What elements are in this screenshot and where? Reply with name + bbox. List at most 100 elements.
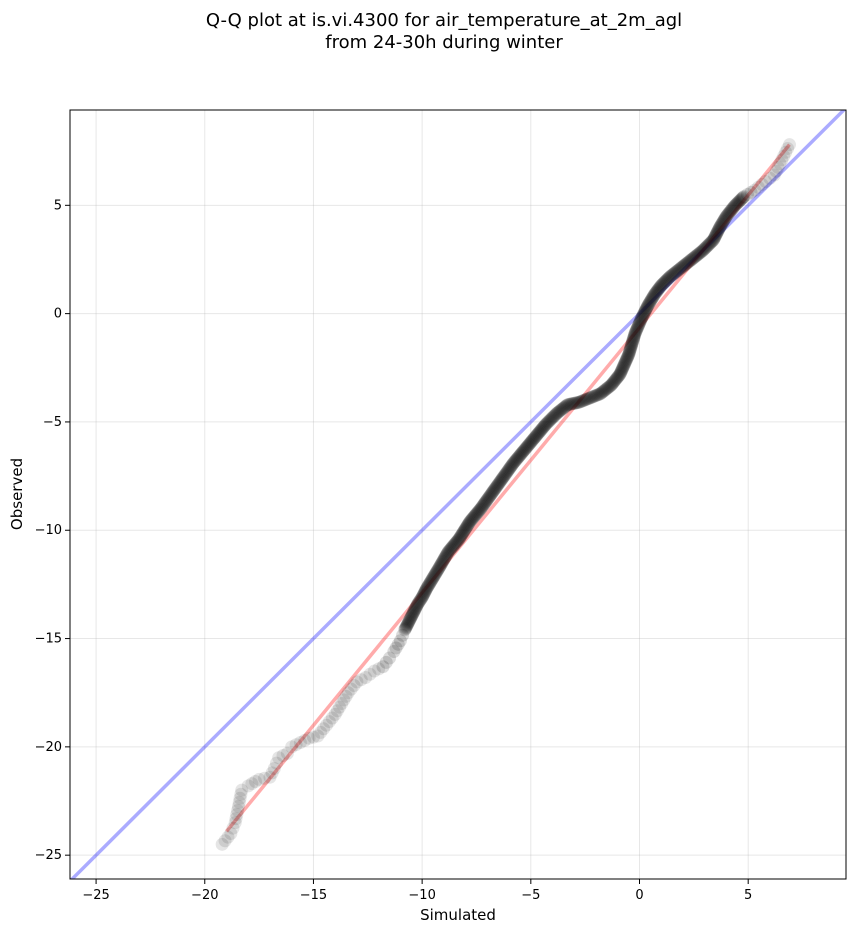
data-point: [710, 225, 724, 239]
data-point: [550, 406, 564, 420]
data-point: [572, 395, 586, 409]
data-point: [777, 149, 791, 163]
data-point: [714, 218, 728, 232]
data-point: [441, 546, 455, 560]
data-point: [683, 254, 697, 268]
data-point: [603, 379, 617, 393]
data-point: [422, 577, 436, 591]
data-point: [727, 200, 741, 214]
data-point: [434, 557, 448, 571]
data-point: [510, 452, 524, 466]
data-point: [624, 339, 638, 353]
data-point: [608, 373, 622, 387]
data-point: [555, 402, 569, 416]
y-tick-label: −25: [35, 848, 62, 863]
data-point: [248, 775, 262, 789]
data-point: [512, 450, 526, 464]
data-point: [723, 205, 737, 219]
data-point: [539, 417, 553, 431]
data-point: [488, 481, 502, 495]
data-point: [464, 514, 478, 528]
data-point: [669, 265, 683, 279]
data-point: [549, 407, 563, 421]
data-point: [706, 234, 720, 248]
data-point: [566, 397, 580, 411]
data-point: [407, 604, 421, 618]
data-point: [700, 239, 714, 253]
data-point: [626, 335, 640, 349]
data-point: [619, 354, 633, 368]
data-point: [389, 641, 403, 655]
data-point: [411, 597, 425, 611]
data-point: [344, 682, 358, 696]
y-tick-label: −10: [35, 523, 62, 538]
data-point: [476, 499, 490, 513]
data-point: [668, 266, 682, 280]
data-point: [399, 621, 413, 635]
chart-title-line-1: Q-Q plot at is.vi.4300 for air_temperatu…: [206, 10, 682, 31]
data-point: [623, 343, 637, 357]
data-point: [347, 678, 361, 692]
chart-title-line-2: from 24-30h during winter: [325, 32, 563, 53]
data-point: [654, 279, 668, 293]
data-point: [712, 222, 726, 236]
data-point: [415, 590, 429, 604]
data-point: [429, 565, 443, 579]
x-tick-label: 0: [635, 888, 643, 903]
data-point: [524, 436, 538, 450]
data-point: [515, 446, 529, 460]
data-point: [536, 421, 550, 435]
data-point: [486, 484, 500, 498]
data-point: [520, 439, 534, 453]
data-point: [325, 711, 339, 725]
data-point: [319, 718, 333, 732]
data-point: [513, 449, 527, 463]
data-point: [607, 374, 621, 388]
data-point: [689, 249, 703, 263]
data-point: [229, 812, 243, 826]
x-tick-label: −15: [300, 888, 327, 903]
data-point: [405, 609, 419, 623]
data-point: [609, 372, 623, 386]
data-point: [650, 284, 664, 298]
data-point: [735, 191, 749, 205]
data-point: [646, 290, 660, 304]
data-point: [354, 673, 368, 687]
data-point: [414, 593, 428, 607]
data-point: [396, 628, 410, 642]
data-point: [586, 390, 600, 404]
data-point: [419, 582, 433, 596]
data-point: [618, 357, 632, 371]
data-point: [468, 509, 482, 523]
data-point: [552, 405, 566, 419]
data-point: [447, 538, 461, 552]
data-point: [518, 442, 532, 456]
data-point: [506, 457, 520, 471]
data-point: [611, 370, 625, 384]
data-point: [648, 287, 662, 301]
data-point: [732, 195, 746, 209]
data-point: [558, 400, 572, 414]
data-point: [418, 585, 432, 599]
data-point: [471, 505, 485, 519]
plot-frame: [69, 109, 847, 880]
data-point: [475, 501, 489, 515]
data-point: [510, 451, 524, 465]
data-point: [616, 360, 630, 374]
data-point: [702, 237, 716, 251]
data-point: [446, 539, 460, 553]
data-point: [694, 245, 708, 259]
grid: [70, 110, 846, 879]
data-point: [532, 425, 546, 439]
data-point: [639, 302, 653, 316]
data-point: [654, 278, 668, 292]
y-tick-label: −15: [35, 632, 62, 647]
data-point: [638, 304, 652, 318]
data-point: [485, 486, 499, 500]
data-point: [626, 332, 640, 346]
data-point: [711, 224, 725, 238]
data-point: [755, 177, 769, 191]
data-point: [502, 462, 516, 476]
data-point: [483, 489, 497, 503]
data-point: [472, 503, 486, 517]
